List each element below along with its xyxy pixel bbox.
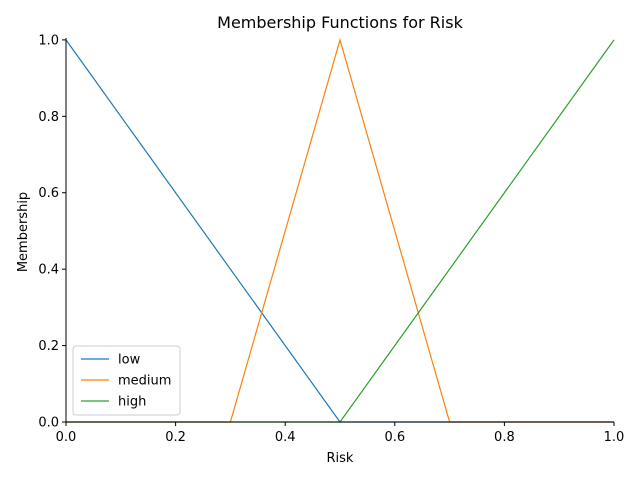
x-axis-ticks: 0.0 0.2 0.4 0.6 0.8 1.0 <box>56 422 625 445</box>
x-tick-label: 1.0 <box>604 430 625 445</box>
x-tick-label: 0.4 <box>275 430 296 445</box>
legend: low medium high <box>72 345 181 416</box>
y-axis-label: Membership <box>16 192 31 272</box>
legend-label-low: low <box>118 353 141 368</box>
y-tick-label: 1.0 <box>38 33 59 48</box>
y-tick-label: 0.8 <box>38 110 59 125</box>
legend-box <box>72 345 181 416</box>
legend-label-high: high <box>118 395 146 410</box>
x-tick-label: 0.8 <box>494 430 515 445</box>
chart-title: Membership Functions for Risk <box>217 13 463 32</box>
x-tick-label: 0.2 <box>165 430 186 445</box>
legend-label-medium: medium <box>118 374 171 389</box>
x-tick-label: 0.6 <box>384 430 405 445</box>
x-tick-label: 0.0 <box>56 430 77 445</box>
y-tick-label: 0.0 <box>38 416 59 431</box>
y-tick-label: 0.4 <box>38 263 59 278</box>
y-tick-label: 0.2 <box>38 339 59 354</box>
y-axis-ticks: 0.0 0.2 0.4 0.6 0.8 1.0 <box>38 33 66 431</box>
y-tick-label: 0.6 <box>38 186 59 201</box>
x-axis-label: Risk <box>327 451 354 466</box>
